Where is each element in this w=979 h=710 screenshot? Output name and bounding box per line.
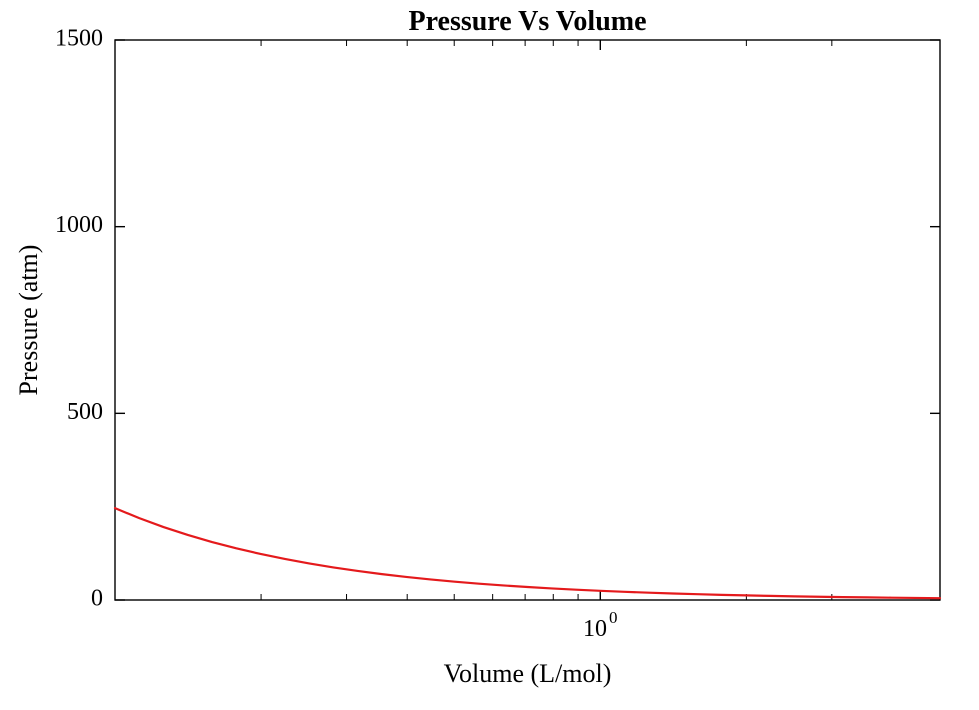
y-axis-tick-labels: 0 500 1000 1500 [55,26,103,612]
y-tick-label: 1500 [55,26,103,52]
x-tick-label: 100 [583,608,618,642]
pressure-volume-chart: Pressure Vs Volume Volume (L/mol) Pressu… [0,0,979,710]
y-tick-label: 1000 [55,212,103,238]
plot-background [115,40,940,600]
y-tick-label: 0 [91,586,103,612]
chart-title: Pressure Vs Volume [408,6,646,37]
chart-svg: Pressure Vs Volume Volume (L/mol) Pressu… [0,0,979,710]
x-axis-tick-labels: 100 [583,608,618,642]
y-axis-label: Pressure (atm) [14,245,43,396]
y-tick-label: 500 [67,399,103,425]
x-axis-label: Volume (L/mol) [444,659,612,688]
